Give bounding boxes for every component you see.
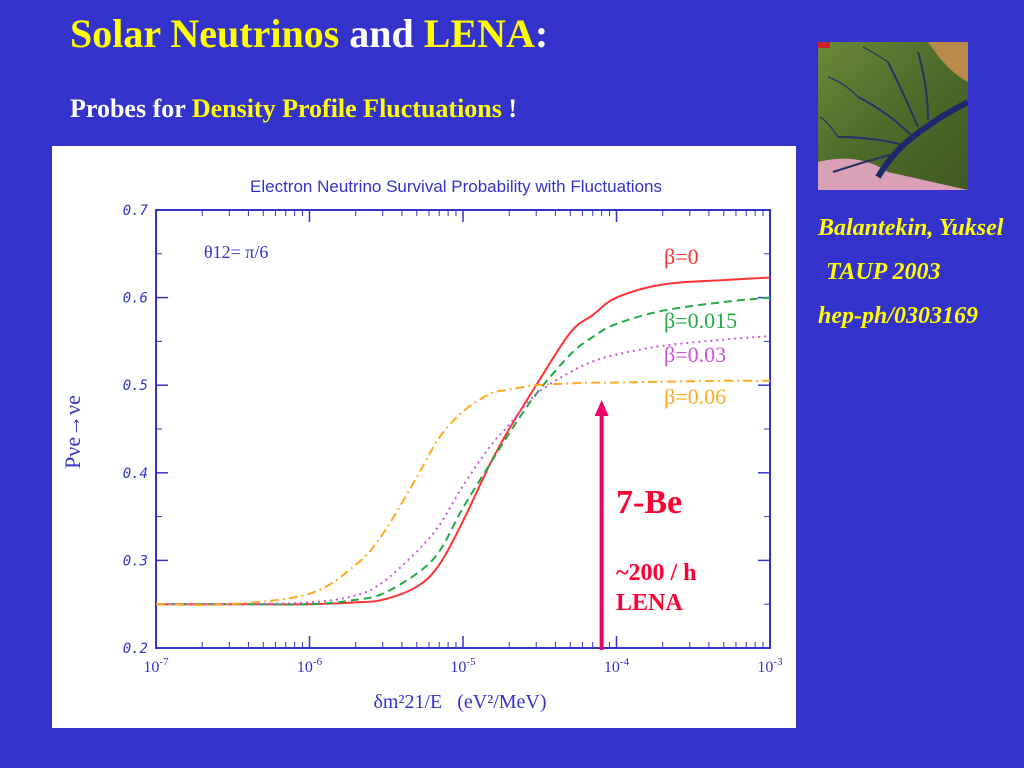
y-tick-label: 0.4	[123, 466, 148, 482]
title-colon: :	[534, 11, 549, 56]
slide-subtitle: Probes for Density Profile Fluctuations …	[70, 94, 517, 124]
x-axis-label: δm²21/E (eV²/MeV)	[373, 691, 546, 713]
legend-label-2: β=0.03	[664, 342, 726, 367]
subtitle-prefix: Probes for	[70, 94, 192, 123]
reference-arxiv: hep-ph/0303169	[818, 303, 979, 329]
title-solar-neutrinos: Solar Neutrinos	[70, 11, 340, 56]
x-tick-label: 10-4	[604, 656, 630, 676]
curve-3	[155, 379, 771, 606]
y-tick-label: 0.3	[123, 553, 148, 569]
x-tick-label: 10-6	[297, 656, 323, 676]
x-tick-label: 10-5	[450, 656, 476, 676]
annotation-detector: LENA	[616, 590, 683, 616]
reference-author: Balantekin, Yuksel	[818, 215, 1004, 241]
annotation-7be: 7-Be	[616, 484, 683, 521]
title-lena: LENA	[423, 11, 535, 56]
title-and: and	[339, 11, 424, 56]
y-axis-label: Pνe→νe	[60, 395, 85, 469]
river-delta-image	[818, 42, 968, 190]
reference-conference: TAUP 2003	[826, 259, 941, 285]
x-tick-label: 10-3	[757, 656, 783, 676]
reference-block: Balantekin, Yuksel TAUP 2003 hep-ph/0303…	[818, 212, 1018, 332]
annotation-rate: ~200 / h LENA	[616, 558, 697, 618]
subtitle-suffix: !	[501, 94, 518, 123]
curve-0	[155, 276, 771, 606]
y-tick-label: 0.2	[123, 641, 148, 657]
survival-probability-chart: Electron Neutrino Survival Probability w…	[60, 177, 783, 713]
legend-label-0: β=0	[664, 244, 699, 269]
subtitle-highlight: Density Profile Fluctuations	[191, 94, 502, 123]
be7-arrow-head	[594, 400, 609, 416]
be7-arrow	[594, 400, 609, 650]
legend: β=0 β=0.015 β=0.03 β=0.06	[664, 244, 737, 409]
legend-label-1: β=0.015	[664, 308, 737, 333]
annotation-rate-value: ~200 / h	[616, 560, 697, 586]
curve-2	[155, 335, 771, 606]
plot-panel: Electron Neutrino Survival Probability w…	[52, 146, 796, 728]
curves	[155, 276, 771, 606]
y-tick-label: 0.6	[123, 291, 148, 307]
axis-ticks: 0.2 0.3 0.4 0.5 0.6 0.7 10-7 10-6 10-5 10-4 10-3	[123, 203, 783, 676]
y-tick-label: 0.5	[123, 378, 148, 394]
legend-label-3: β=0.06	[664, 384, 726, 409]
x-tick-label: 10-7	[143, 656, 169, 676]
slide-title: Solar Neutrinos and LENA:	[70, 12, 548, 56]
parameter-label: θ12= π/6	[204, 242, 268, 262]
y-tick-label: 0.7	[123, 203, 149, 219]
chart-title: Electron Neutrino Survival Probability w…	[250, 177, 662, 196]
curve-1	[155, 296, 771, 606]
